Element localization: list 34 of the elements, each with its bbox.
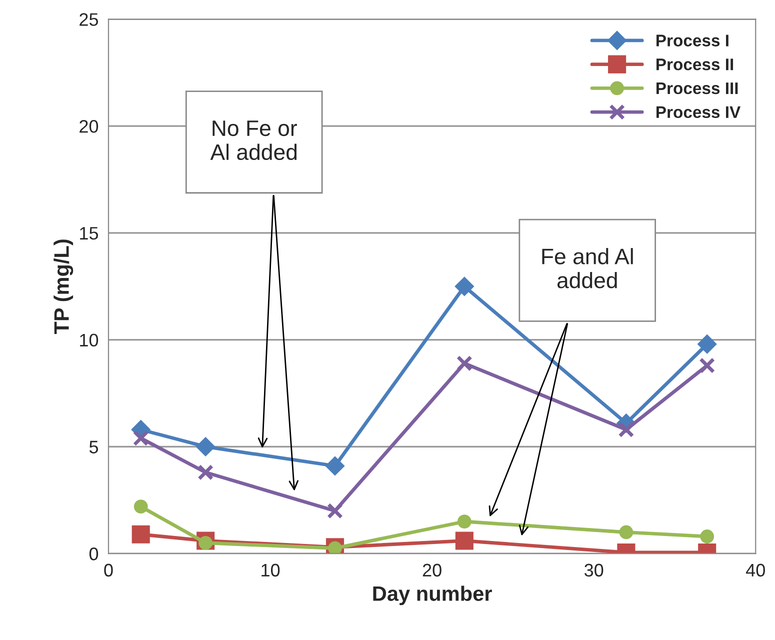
point [455, 532, 474, 550]
point [327, 502, 343, 519]
point [132, 525, 150, 544]
y-tick-label: 15 [80, 227, 98, 240]
annotation: No Fe or Al added [210, 120, 297, 160]
y-tick-label: 25 [80, 13, 98, 26]
legend-label: Process IV [656, 106, 741, 118]
y-tick-label: 20 [80, 120, 98, 133]
point [456, 355, 472, 372]
y-tick-label: 5 [89, 440, 98, 454]
point [132, 430, 149, 446]
point [457, 514, 472, 528]
x-tick-label: 40 [746, 564, 765, 577]
annotation: Fe and Al added [542, 248, 633, 288]
legend-label: Process II [656, 58, 734, 70]
x-tick-label: 30 [584, 564, 604, 577]
point [454, 276, 474, 296]
x-tick-label: 10 [262, 564, 280, 577]
point [325, 456, 345, 476]
legend-label: Process III [656, 82, 738, 94]
point [619, 525, 634, 540]
y-tick-label: 10 [80, 334, 98, 347]
legend-label: Process I [656, 34, 728, 46]
y-tick-label: 0 [89, 548, 98, 560]
y-axis-title: TP (mg/L) [54, 240, 74, 334]
point [198, 464, 214, 480]
point [196, 437, 216, 456]
point [699, 358, 716, 374]
x-axis-title: Day number [373, 586, 492, 606]
x-tick-label: 0 [104, 564, 113, 577]
point [700, 530, 714, 544]
point [134, 500, 148, 514]
point [698, 334, 717, 354]
x-tick-label: 20 [422, 564, 442, 577]
